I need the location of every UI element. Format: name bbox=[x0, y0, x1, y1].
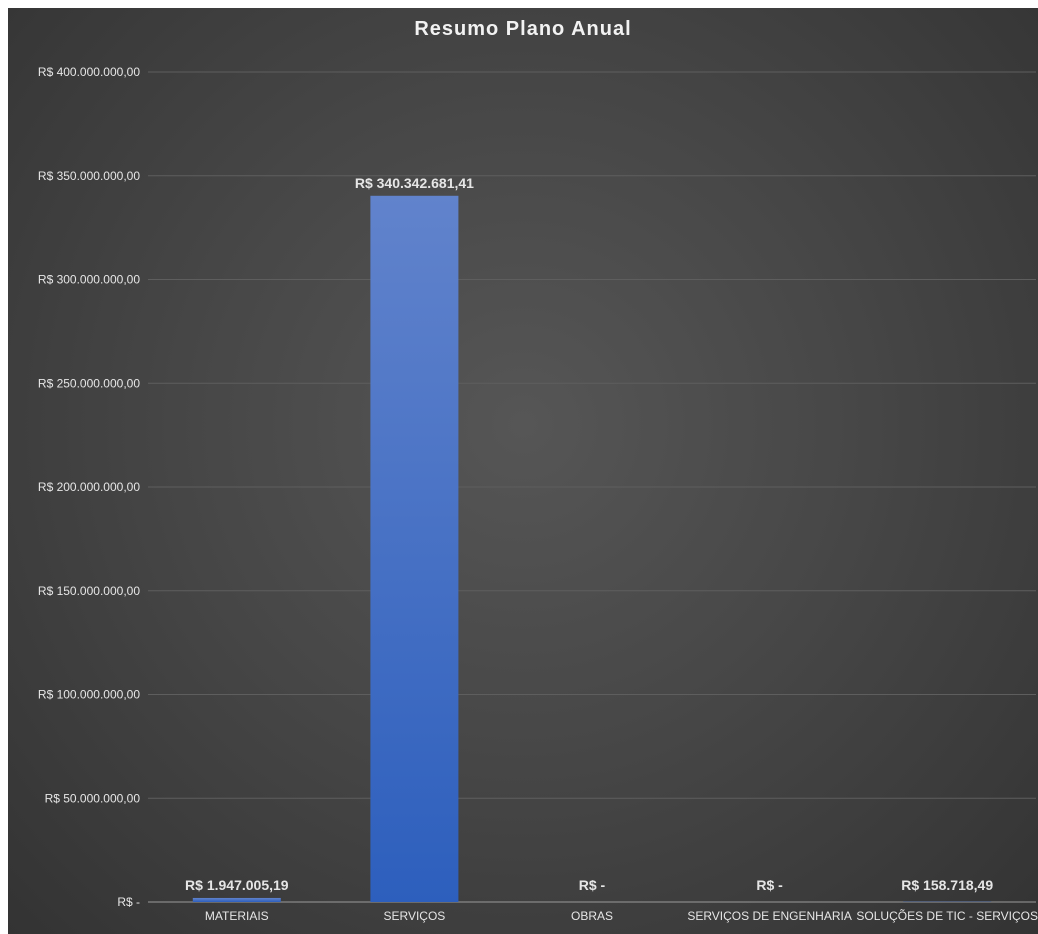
x-tick-label: MATERIAIS bbox=[205, 909, 269, 923]
y-tick-label: R$ 150.000.000,00 bbox=[38, 584, 140, 598]
bar-1 bbox=[370, 195, 459, 902]
bar-chart: R$ - R$ 50.000.000,00 R$ 100.000.000,00 R$ … bbox=[38, 65, 1038, 923]
data-label: R$ 1.947.005,19 bbox=[185, 877, 289, 893]
y-tick-label: R$ 300.000.000,00 bbox=[38, 273, 140, 287]
data-label: R$ 158.718,49 bbox=[901, 877, 993, 893]
x-tick-label: SOLUÇÕES DE TIC - SERVIÇOS bbox=[856, 908, 1038, 923]
y-tick-label: R$ 250.000.000,00 bbox=[38, 376, 140, 390]
y-tick-label: R$ 350.000.000,00 bbox=[38, 169, 140, 183]
y-tick-label: R$ 400.000.000,00 bbox=[38, 65, 140, 79]
y-tick-label: R$ 200.000.000,00 bbox=[38, 480, 140, 494]
chart-area: Resumo Plano Anual R$ - R$ 50.000.000,00 R… bbox=[8, 8, 1038, 934]
x-tick-label: OBRAS bbox=[571, 909, 613, 923]
y-tick-label: R$ 100.000.000,00 bbox=[38, 688, 140, 702]
data-label: R$ - bbox=[579, 877, 606, 893]
x-tick-label: SERVIÇOS bbox=[383, 909, 445, 923]
chart-title: Resumo Plano Anual bbox=[414, 18, 632, 40]
y-tick-label: R$ 50.000.000,00 bbox=[45, 791, 141, 805]
x-tick-label: SERVIÇOS DE ENGENHARIA bbox=[687, 909, 851, 923]
data-label: R$ 340.342.681,41 bbox=[355, 175, 474, 191]
y-tick-label: R$ - bbox=[117, 895, 140, 909]
bar-0 bbox=[192, 897, 281, 902]
data-label: R$ - bbox=[756, 877, 783, 893]
